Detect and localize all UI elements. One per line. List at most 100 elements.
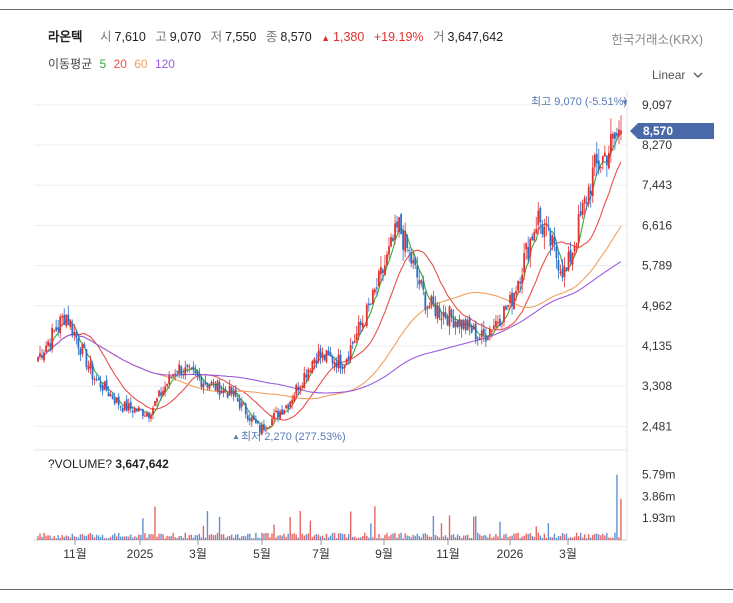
volume-bar (182, 537, 184, 540)
volume-bar (261, 532, 263, 540)
volume-bar (184, 532, 186, 540)
volume-bar (130, 534, 132, 540)
candle-body (531, 236, 534, 240)
volume-bar (473, 516, 475, 540)
volume-bar (551, 537, 554, 540)
volume-bar (91, 534, 94, 540)
candle-body (595, 153, 598, 164)
volume-bar (513, 533, 515, 540)
close-value: 8,570 (280, 30, 312, 44)
candle-body (133, 408, 136, 413)
volume-bar (230, 534, 233, 540)
volume-bar (464, 535, 467, 540)
volume-bar (343, 534, 346, 540)
volume-bar (610, 538, 612, 540)
volume-bar (120, 536, 122, 540)
volume-bar (85, 535, 88, 540)
candle-body (79, 348, 82, 355)
volume-bar (527, 534, 529, 540)
volume-bar (471, 537, 473, 540)
candle-body (119, 406, 122, 408)
change-percent: +19.19% (373, 30, 424, 44)
candle-body (327, 350, 330, 355)
volume-bar (509, 536, 511, 540)
volume-bar (402, 538, 404, 540)
candle-body (174, 373, 177, 375)
candle-body (438, 307, 441, 318)
volume-bar (325, 533, 328, 540)
candle-body (230, 387, 233, 395)
volume-bar (495, 533, 497, 540)
volume-bar (378, 533, 380, 540)
candle-body (186, 365, 189, 367)
volume-bar (190, 534, 193, 540)
volume-bar (271, 533, 273, 540)
candle-body (452, 316, 455, 328)
candle-body (45, 345, 47, 352)
volume-bar (555, 538, 558, 540)
candle-body (474, 323, 477, 340)
volume-bar (295, 534, 297, 540)
scale-selector[interactable]: Linear (652, 68, 703, 82)
volume-bar (136, 537, 138, 540)
volume-bar (525, 533, 527, 540)
volume-bar (303, 535, 305, 540)
candle-body (59, 316, 62, 334)
high-value: 9,070 (169, 30, 202, 44)
volume-bar (535, 526, 537, 540)
volume-bar (79, 534, 82, 540)
volume-bar (257, 537, 259, 540)
time-tick-label: 3월 (559, 547, 577, 561)
volume-bar (614, 532, 616, 540)
volume-bar (553, 533, 556, 540)
volume-bar (289, 517, 291, 540)
volume-bar (335, 538, 338, 540)
volume-bar (565, 533, 568, 540)
candle-body (482, 328, 485, 335)
candle-body (150, 415, 152, 419)
candle-body (462, 320, 465, 329)
volume-bar (559, 535, 562, 540)
ma-5[interactable]: 5 (99, 57, 107, 71)
candle-body (248, 418, 251, 421)
candle-body (293, 395, 296, 401)
volume-bar (499, 521, 501, 540)
volume-bar (521, 536, 523, 540)
candle-body (180, 366, 183, 376)
candle-body (345, 358, 348, 365)
volume-bar (285, 537, 287, 540)
volume-bar (279, 535, 281, 540)
volume-bar (438, 537, 441, 540)
ma-60[interactable]: 60 (134, 57, 148, 71)
candle-body (71, 323, 74, 336)
candle-body (144, 415, 146, 417)
price-tick-label: 2,481 (642, 419, 672, 433)
volume-bar (398, 533, 400, 540)
volume-bar (77, 537, 80, 540)
time-tick-label: 9월 (375, 547, 393, 561)
high-annotation: 최고 9,070 (-5.51%) (531, 95, 627, 108)
volume-tick-label: 5.79m (642, 468, 675, 482)
volume-bar (109, 536, 112, 540)
candle-body (525, 243, 528, 250)
candle-body (176, 371, 179, 373)
candle-body (378, 271, 380, 287)
volume-bar (567, 538, 570, 540)
candle-body (583, 197, 586, 204)
volume-bar (444, 535, 447, 540)
candle-body (67, 314, 70, 325)
candle-body (593, 154, 596, 168)
volume-bar (140, 534, 142, 540)
ma-120[interactable]: 120 (154, 57, 175, 71)
candle-body (252, 415, 255, 420)
volume-bar (89, 533, 92, 540)
candle-body (363, 325, 366, 327)
candle-body (361, 323, 364, 328)
volume-bar (313, 535, 316, 540)
volume-bar (273, 524, 275, 540)
volume-bar (57, 535, 59, 540)
ma-20[interactable]: 20 (113, 57, 127, 71)
volume-bar (281, 535, 283, 540)
candle-body (137, 407, 140, 412)
